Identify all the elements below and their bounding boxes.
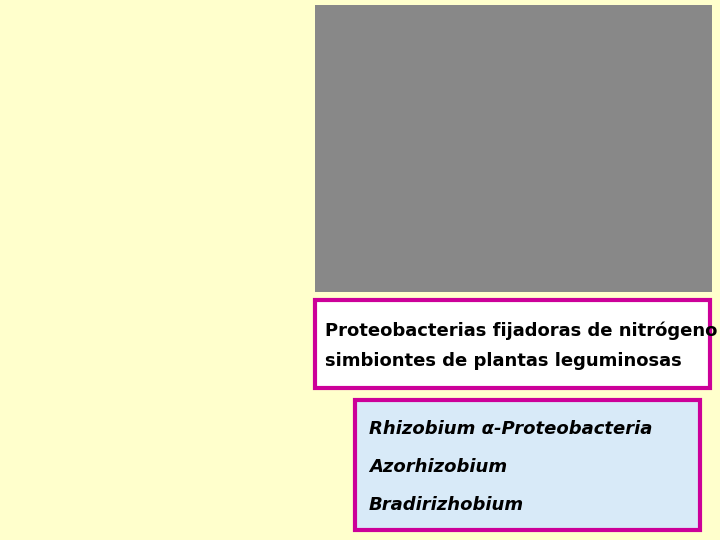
Text: Proteobacterias fijadoras de nitrógeno: Proteobacterias fijadoras de nitrógeno xyxy=(325,322,717,341)
Text: Rhizobium α-Proteobacteria: Rhizobium α-Proteobacteria xyxy=(369,420,652,438)
Bar xyxy=(10,5,308,530)
Bar xyxy=(355,400,700,530)
Text: Bradirizhobium: Bradirizhobium xyxy=(369,496,524,514)
Text: Azorhizobium: Azorhizobium xyxy=(369,458,507,476)
Bar xyxy=(315,300,710,388)
Bar xyxy=(315,5,712,292)
Text: simbiontes de plantas leguminosas: simbiontes de plantas leguminosas xyxy=(325,352,682,370)
